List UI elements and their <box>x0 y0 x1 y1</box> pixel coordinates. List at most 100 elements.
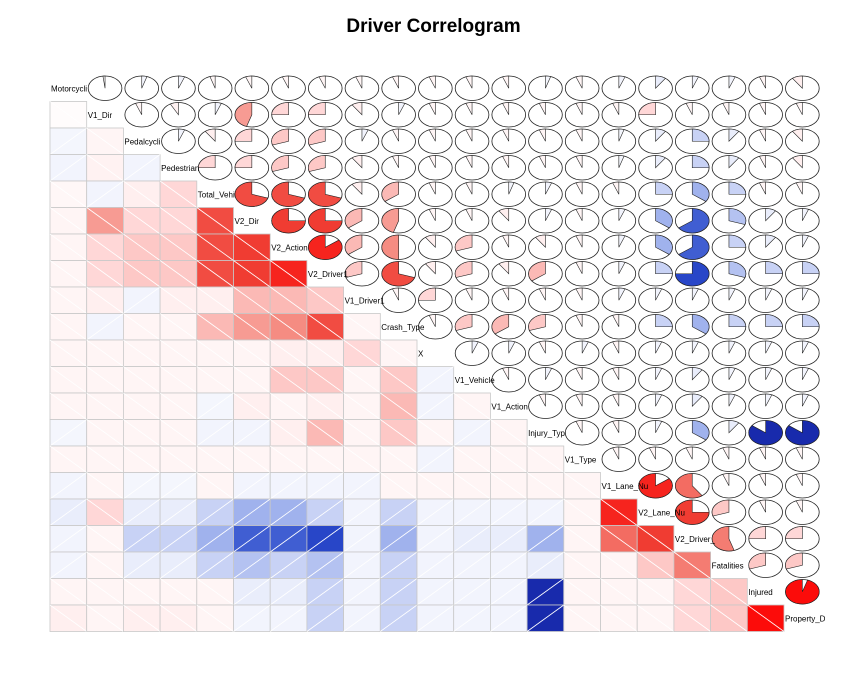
shade-cell <box>233 604 271 632</box>
shade-cell <box>233 286 271 314</box>
shade-hatch <box>159 233 198 261</box>
pie-wedge <box>424 234 436 248</box>
shade-cell <box>306 578 344 606</box>
pie-wedge <box>581 340 589 354</box>
pie-wedge <box>502 75 510 89</box>
shade-cell <box>489 604 528 632</box>
shade-cell <box>49 180 88 208</box>
pie-wedge <box>575 181 583 195</box>
shade-hatch <box>269 578 308 606</box>
shade-cell <box>563 498 601 526</box>
pie-wedge <box>655 367 663 380</box>
shade-cell <box>233 339 271 367</box>
shade-cell <box>416 551 455 579</box>
pie-cell <box>711 155 747 181</box>
pie-wedge <box>759 446 766 460</box>
shade-cell <box>416 525 455 553</box>
shade-hatch <box>233 525 271 553</box>
shade-hatch <box>490 419 528 447</box>
shade-cell <box>86 419 124 447</box>
shade-hatch <box>380 445 418 473</box>
shade-cell <box>453 578 491 606</box>
pie-wedge <box>271 128 289 146</box>
shade-hatch <box>123 286 161 314</box>
pie-cell <box>675 473 710 499</box>
shade-hatch <box>49 154 87 182</box>
shade-cell <box>86 127 124 155</box>
shade-cell <box>123 260 161 288</box>
variable-label: V1_Action <box>491 402 527 411</box>
shade-hatch <box>86 286 124 314</box>
pie-cell <box>748 314 783 340</box>
pie-cell <box>528 208 563 234</box>
shade-hatch <box>453 445 491 473</box>
shade-hatch <box>86 392 124 420</box>
shade-hatch <box>159 525 198 553</box>
shade-hatch <box>563 604 601 632</box>
shade-cell <box>269 313 308 341</box>
shade-hatch <box>490 578 528 606</box>
shade-cell <box>196 392 234 420</box>
pie-cell <box>675 155 710 181</box>
pie-cell <box>528 181 563 207</box>
pie-cell <box>307 155 343 181</box>
pie-cell <box>234 155 270 181</box>
shade-hatch <box>159 366 198 394</box>
shade-cell <box>159 472 198 500</box>
pie-wedge <box>728 155 740 169</box>
shade-cell <box>379 339 418 367</box>
pie-cell <box>711 314 747 340</box>
pie-wedge <box>765 261 783 275</box>
shade-cell <box>600 578 638 606</box>
pie-wedge <box>308 181 342 207</box>
pie-cell <box>564 261 600 287</box>
pie-cell <box>271 155 306 181</box>
pie-cell <box>454 181 490 207</box>
shade-hatch <box>196 207 234 235</box>
shade-cell <box>233 445 271 473</box>
pie-cell <box>748 234 783 260</box>
pie-wedge <box>508 181 515 195</box>
pie-wedge <box>392 75 399 89</box>
variable-label: Fatalities <box>712 561 744 570</box>
shade-hatch <box>196 286 234 314</box>
pie-cell <box>748 208 783 234</box>
shade-cell <box>159 525 198 553</box>
pie-wedge <box>691 420 710 441</box>
shade-cell <box>453 525 491 553</box>
pie-cell <box>454 102 490 128</box>
pie-wedge <box>691 287 699 301</box>
shade-hatch <box>306 525 344 553</box>
shade-cell <box>196 286 234 314</box>
shade-cell <box>233 472 271 500</box>
pie-wedge <box>308 208 343 234</box>
shade-cell <box>233 233 271 261</box>
pie-cell <box>381 128 416 154</box>
pie-wedge <box>271 208 306 234</box>
pie-wedge <box>465 181 473 195</box>
shade-hatch <box>380 551 418 579</box>
shade-cell <box>233 392 271 420</box>
shade-cell <box>196 366 234 394</box>
shade-hatch <box>380 419 418 447</box>
shade-hatch <box>269 525 308 553</box>
pie-wedge <box>281 75 289 89</box>
pie-wedge <box>728 367 736 380</box>
shade-cell <box>49 392 88 420</box>
shade-hatch <box>123 233 161 261</box>
shade-cell <box>416 498 455 526</box>
pie-cell <box>638 102 673 128</box>
pie-wedge <box>498 208 510 222</box>
pie-wedge <box>675 473 703 499</box>
pie-wedge <box>802 367 809 380</box>
pie-wedge <box>428 208 436 221</box>
shade-hatch <box>86 127 124 155</box>
pie-wedge <box>575 287 583 301</box>
pie-wedge <box>759 473 766 486</box>
pie-cell <box>418 234 453 260</box>
pie-cell <box>344 75 380 101</box>
pie-wedge <box>618 75 626 89</box>
pie-cell <box>638 128 673 154</box>
shade-cell <box>343 366 381 394</box>
pie-cell <box>785 579 820 605</box>
